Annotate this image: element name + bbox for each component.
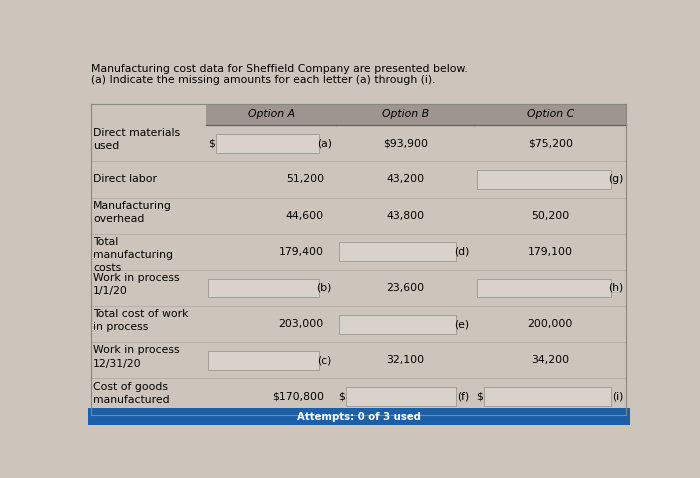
Text: $93,900: $93,900 — [383, 138, 428, 148]
Text: Option B: Option B — [382, 109, 429, 120]
Bar — [484, 387, 610, 406]
Text: 43,200: 43,200 — [386, 174, 424, 185]
Text: 50,200: 50,200 — [531, 211, 569, 220]
Bar — [206, 104, 336, 125]
Text: (g): (g) — [608, 174, 623, 185]
Text: $: $ — [477, 391, 484, 402]
Text: 43,800: 43,800 — [386, 211, 424, 220]
Bar — [209, 279, 319, 297]
Text: Work in process
1/1/20: Work in process 1/1/20 — [93, 273, 179, 296]
Text: $75,200: $75,200 — [528, 138, 573, 148]
Bar — [474, 104, 626, 125]
Text: (d): (d) — [454, 247, 470, 257]
Text: Work in process
12/31/20: Work in process 12/31/20 — [93, 345, 179, 369]
Text: 179,400: 179,400 — [279, 247, 324, 257]
Bar — [339, 315, 456, 334]
Bar — [477, 279, 610, 297]
Text: Total cost of work
in process: Total cost of work in process — [93, 309, 188, 332]
Text: 23,600: 23,600 — [386, 283, 424, 293]
Text: 200,000: 200,000 — [528, 319, 573, 329]
Text: (f): (f) — [457, 391, 470, 402]
Bar — [339, 242, 456, 261]
Text: (a): (a) — [316, 138, 332, 148]
Bar — [346, 387, 456, 406]
Text: (b): (b) — [316, 283, 332, 293]
Text: Option C: Option C — [526, 109, 574, 120]
Text: Cost of goods
manufactured: Cost of goods manufactured — [93, 381, 169, 405]
Bar — [92, 104, 206, 125]
Text: 32,100: 32,100 — [386, 355, 424, 365]
Text: 51,200: 51,200 — [286, 174, 324, 185]
Text: 44,600: 44,600 — [286, 211, 324, 220]
Text: Manufacturing cost data for Sheffield Company are presented below.: Manufacturing cost data for Sheffield Co… — [92, 64, 468, 74]
Bar — [88, 409, 630, 425]
Bar — [209, 351, 319, 370]
Text: Attempts: 0 of 3 used: Attempts: 0 of 3 used — [297, 412, 421, 422]
Text: Manufacturing
overhead: Manufacturing overhead — [93, 201, 172, 224]
Text: Direct labor: Direct labor — [93, 174, 157, 185]
Bar — [216, 134, 319, 152]
Text: 34,200: 34,200 — [531, 355, 569, 365]
Text: Total
manufacturing
costs: Total manufacturing costs — [93, 237, 173, 273]
Text: (e): (e) — [454, 319, 470, 329]
Text: (c): (c) — [317, 355, 332, 365]
Text: (a) Indicate the missing amounts for each letter (a) through (i).: (a) Indicate the missing amounts for eac… — [92, 75, 436, 85]
Text: 203,000: 203,000 — [279, 319, 324, 329]
Text: $: $ — [209, 138, 216, 148]
Text: (i): (i) — [612, 391, 623, 402]
Text: $170,800: $170,800 — [272, 391, 324, 402]
Text: $: $ — [339, 391, 346, 402]
Bar — [477, 170, 610, 189]
Text: 179,100: 179,100 — [528, 247, 573, 257]
Bar — [336, 104, 474, 125]
Text: Option A: Option A — [248, 109, 295, 120]
Text: Direct materials
used: Direct materials used — [93, 128, 180, 152]
Text: (h): (h) — [608, 283, 623, 293]
